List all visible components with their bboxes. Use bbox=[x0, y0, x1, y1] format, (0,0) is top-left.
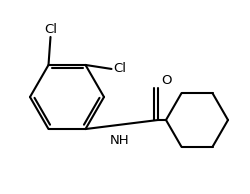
Text: O: O bbox=[161, 74, 172, 87]
Text: Cl: Cl bbox=[114, 62, 126, 75]
Text: Cl: Cl bbox=[44, 23, 57, 36]
Text: NH: NH bbox=[110, 133, 130, 146]
